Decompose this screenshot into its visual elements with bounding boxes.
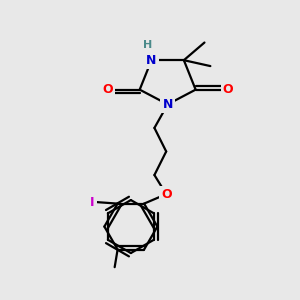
Text: O: O: [161, 188, 172, 201]
Text: H: H: [143, 40, 153, 50]
Text: N: N: [163, 98, 173, 111]
Text: O: O: [223, 83, 233, 96]
Text: N: N: [146, 54, 157, 67]
Text: O: O: [102, 83, 112, 96]
Text: I: I: [90, 196, 95, 208]
